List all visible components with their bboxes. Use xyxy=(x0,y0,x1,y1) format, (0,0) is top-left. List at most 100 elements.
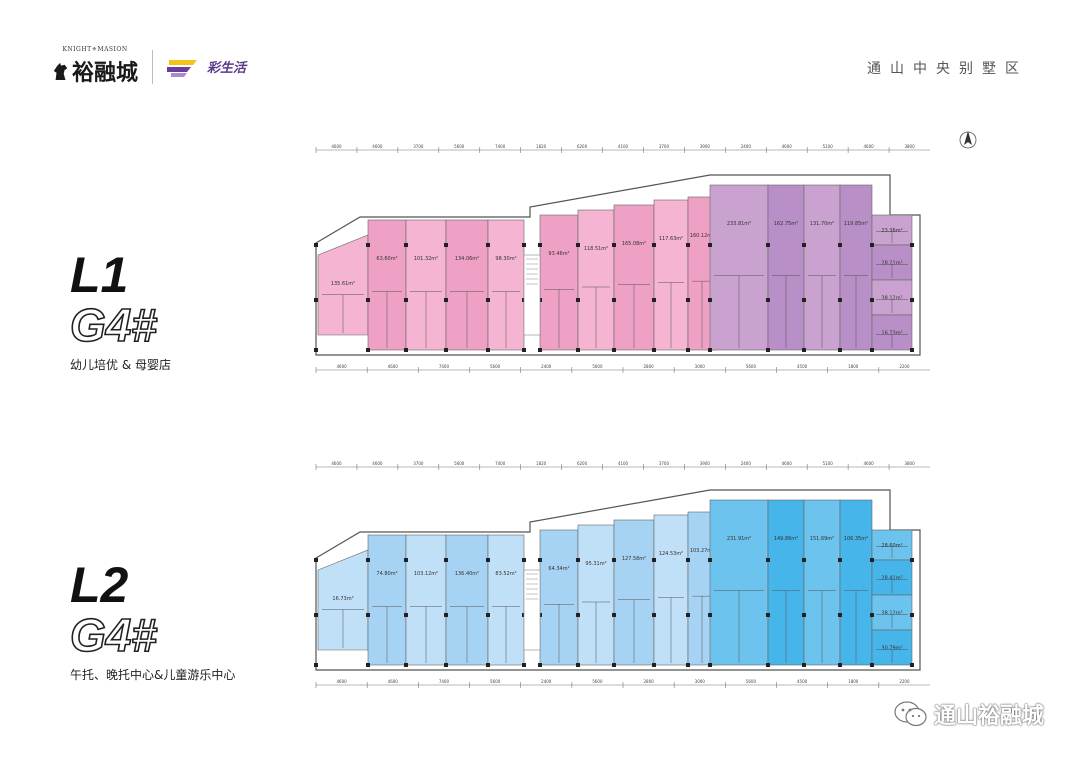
column-mark xyxy=(486,348,490,352)
column-mark xyxy=(366,558,370,562)
column-mark xyxy=(910,558,914,562)
bottom-dimension-label: 5600 xyxy=(490,364,501,369)
column-mark xyxy=(538,243,542,247)
column-mark xyxy=(652,558,656,562)
top-dimension-label: 5600 xyxy=(454,461,465,466)
region-title: 通山中央别墅区 xyxy=(867,61,1028,77)
top-dimension-label: 4600 xyxy=(331,461,342,466)
column-mark xyxy=(802,348,806,352)
level-number: L1 xyxy=(70,247,129,303)
top-dimension-label: 4600 xyxy=(782,461,793,466)
main-logo: KNIGHT⚜MASION 裕融城 xyxy=(52,46,138,87)
column-mark xyxy=(686,298,690,302)
top-dimension-label: 3800 xyxy=(904,144,915,149)
unit-area-label: 231.91m² xyxy=(727,536,751,542)
column-mark xyxy=(910,298,914,302)
bottom-dimension-label: 4600 xyxy=(388,679,399,684)
column-mark xyxy=(522,348,526,352)
column-mark xyxy=(910,613,914,617)
column-mark xyxy=(838,243,842,247)
top-dimension-label: 3900 xyxy=(700,144,711,149)
unit-area-label: 119.85m² xyxy=(844,221,868,227)
unit-area-label: 16.73m² xyxy=(332,596,353,602)
column-mark xyxy=(404,243,408,247)
column-mark xyxy=(708,243,712,247)
top-dimension-label: 4600 xyxy=(372,144,383,149)
column-mark xyxy=(576,298,580,302)
bottom-dimension-label: 4600 xyxy=(336,364,347,369)
bottom-dimension-label: 7400 xyxy=(439,679,450,684)
bottom-dimension-label: 2400 xyxy=(541,364,552,369)
column-mark xyxy=(612,663,616,667)
column-mark xyxy=(366,348,370,352)
column-mark xyxy=(766,558,770,562)
floor-plan-units: 16.73m² 74.80m² 103.12m² 136.40m² 83.52m² 64.… xyxy=(314,489,921,671)
bottom-dimension-label: 5600 xyxy=(746,364,757,369)
column-mark xyxy=(486,298,490,302)
bottom-dimension-label: 3000 xyxy=(695,679,706,684)
floor-plan-l2: 16.73m² 74.80m² 103.12m² 136.40m² 83.52m² 64.… xyxy=(314,461,930,688)
column-mark xyxy=(612,298,616,302)
column-mark xyxy=(766,348,770,352)
column-mark xyxy=(612,243,616,247)
unit-area-label: 30.79m² xyxy=(881,646,902,652)
column-mark xyxy=(652,663,656,667)
column-mark xyxy=(538,348,542,352)
unit-area-label: 135.61m² xyxy=(331,281,355,287)
sub-brand-mark-icon xyxy=(167,59,198,77)
column-mark xyxy=(522,558,526,562)
column-mark xyxy=(612,613,616,617)
column-mark xyxy=(404,298,408,302)
column-mark xyxy=(910,348,914,352)
column-mark xyxy=(486,663,490,667)
top-dimension-label: 7400 xyxy=(495,144,506,149)
column-mark xyxy=(838,298,842,302)
wechat-icon xyxy=(894,701,927,727)
top-dimension-label: 6200 xyxy=(577,461,588,466)
unit-area-label: 98.30m² xyxy=(495,256,516,262)
column-mark xyxy=(802,613,806,617)
column-mark xyxy=(870,663,874,667)
level-number: L2 xyxy=(70,557,129,613)
building-number: G4# xyxy=(69,299,158,351)
column-mark xyxy=(486,243,490,247)
column-mark xyxy=(486,613,490,617)
column-mark xyxy=(766,613,770,617)
column-mark xyxy=(686,558,690,562)
unit-area-label: 16.73m² xyxy=(881,331,902,337)
top-dimension-label: 3700 xyxy=(659,144,670,149)
unit-area-label: 160.12m² xyxy=(690,233,714,239)
column-mark xyxy=(708,298,712,302)
column-mark xyxy=(576,243,580,247)
unit-area-label: 162.75m² xyxy=(774,221,798,227)
column-mark xyxy=(404,348,408,352)
column-mark xyxy=(612,348,616,352)
column-mark xyxy=(686,663,690,667)
column-mark xyxy=(444,613,448,617)
column-mark xyxy=(870,348,874,352)
column-mark xyxy=(686,243,690,247)
building-outline xyxy=(315,489,921,671)
bottom-dimension-label: 7400 xyxy=(439,364,450,369)
column-mark xyxy=(444,298,448,302)
bottom-dimension-label: 2800 xyxy=(643,364,654,369)
column-mark xyxy=(708,348,712,352)
corridor-gap xyxy=(523,569,541,651)
bottom-dimension-label: 4500 xyxy=(797,679,808,684)
unit-area-label: 95.31m² xyxy=(585,561,606,567)
level-label-l1: L1 G4# 幼儿培优 & 母婴店 xyxy=(69,247,171,373)
column-mark xyxy=(686,613,690,617)
top-dimension-label: 4600 xyxy=(864,461,875,466)
unit-area-label: 127.58m² xyxy=(622,556,646,562)
column-mark xyxy=(576,613,580,617)
unit-area-label: 233.81m² xyxy=(727,221,751,227)
logo-chinese: 裕融城 xyxy=(52,55,138,87)
column-mark xyxy=(404,558,408,562)
column-mark xyxy=(444,663,448,667)
top-dimension-label: 3700 xyxy=(413,461,424,466)
sub-brand-text: 彩生活 xyxy=(207,61,247,76)
bottom-dimension-label: 2200 xyxy=(899,679,910,684)
column-mark xyxy=(802,298,806,302)
bottom-dimension-label: 4500 xyxy=(797,364,808,369)
column-mark xyxy=(838,613,842,617)
